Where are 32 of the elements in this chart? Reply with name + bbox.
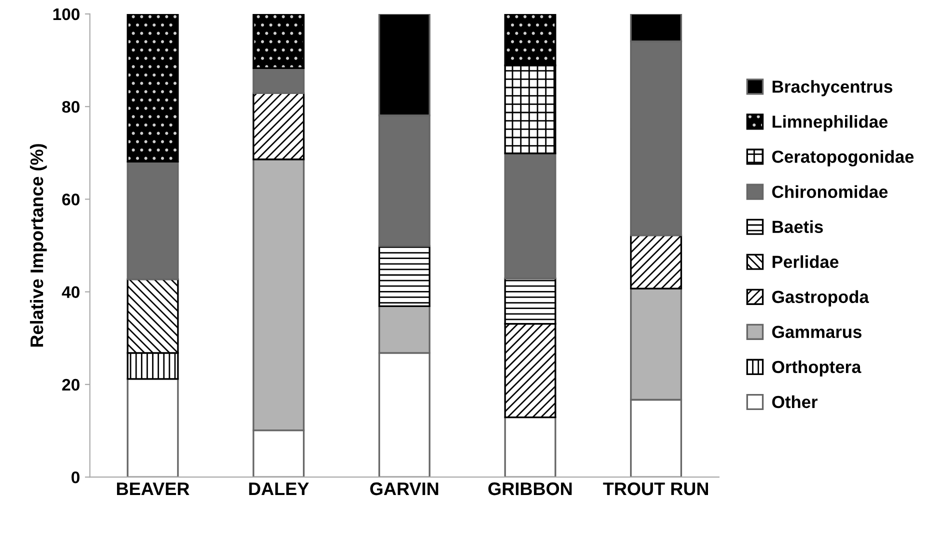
x-tick-label: GRIBBON: [488, 482, 572, 496]
y-tick-label: 0: [72, 471, 80, 484]
legend-label: Gammarus: [772, 326, 862, 338]
legend-label: Perlidae: [772, 255, 838, 268]
legend-label: Baetis: [772, 220, 823, 234]
legend-label: Orthoptera: [772, 360, 862, 377]
bar: [126, 14, 179, 163]
legend-label: Chironomidae: [772, 185, 888, 198]
y-tick-label: 40: [62, 286, 80, 298]
y-tick-label: 100: [53, 8, 80, 20]
x-tick-label: DALEY: [249, 482, 309, 496]
bar: [378, 245, 430, 308]
y-tick-label: 20: [62, 378, 80, 391]
legend-label: Limnephilidae: [772, 115, 888, 132]
bar: [504, 416, 556, 478]
bar: [504, 152, 556, 280]
y-tick-label: 60: [62, 194, 80, 206]
legend-label: Other: [772, 395, 818, 408]
legend-label: Ceratopogonidae: [772, 150, 914, 166]
y-tick-label: 80: [62, 100, 80, 113]
x-tick-label: BEAVER: [117, 482, 190, 496]
x-tick-label: TROUT RUN: [603, 482, 708, 496]
x-tick-label: GARVIN: [370, 482, 438, 496]
bar: [252, 14, 305, 69]
legend-label: Gastropoda: [772, 290, 870, 306]
legend-label: Brachycentrus: [772, 80, 892, 96]
bar: [252, 92, 305, 160]
bar: [126, 160, 179, 280]
bar: [252, 67, 305, 94]
y-axis-title: Relative Importance (%): [30, 144, 47, 347]
bar: [630, 234, 682, 290]
bar: [126, 378, 179, 478]
